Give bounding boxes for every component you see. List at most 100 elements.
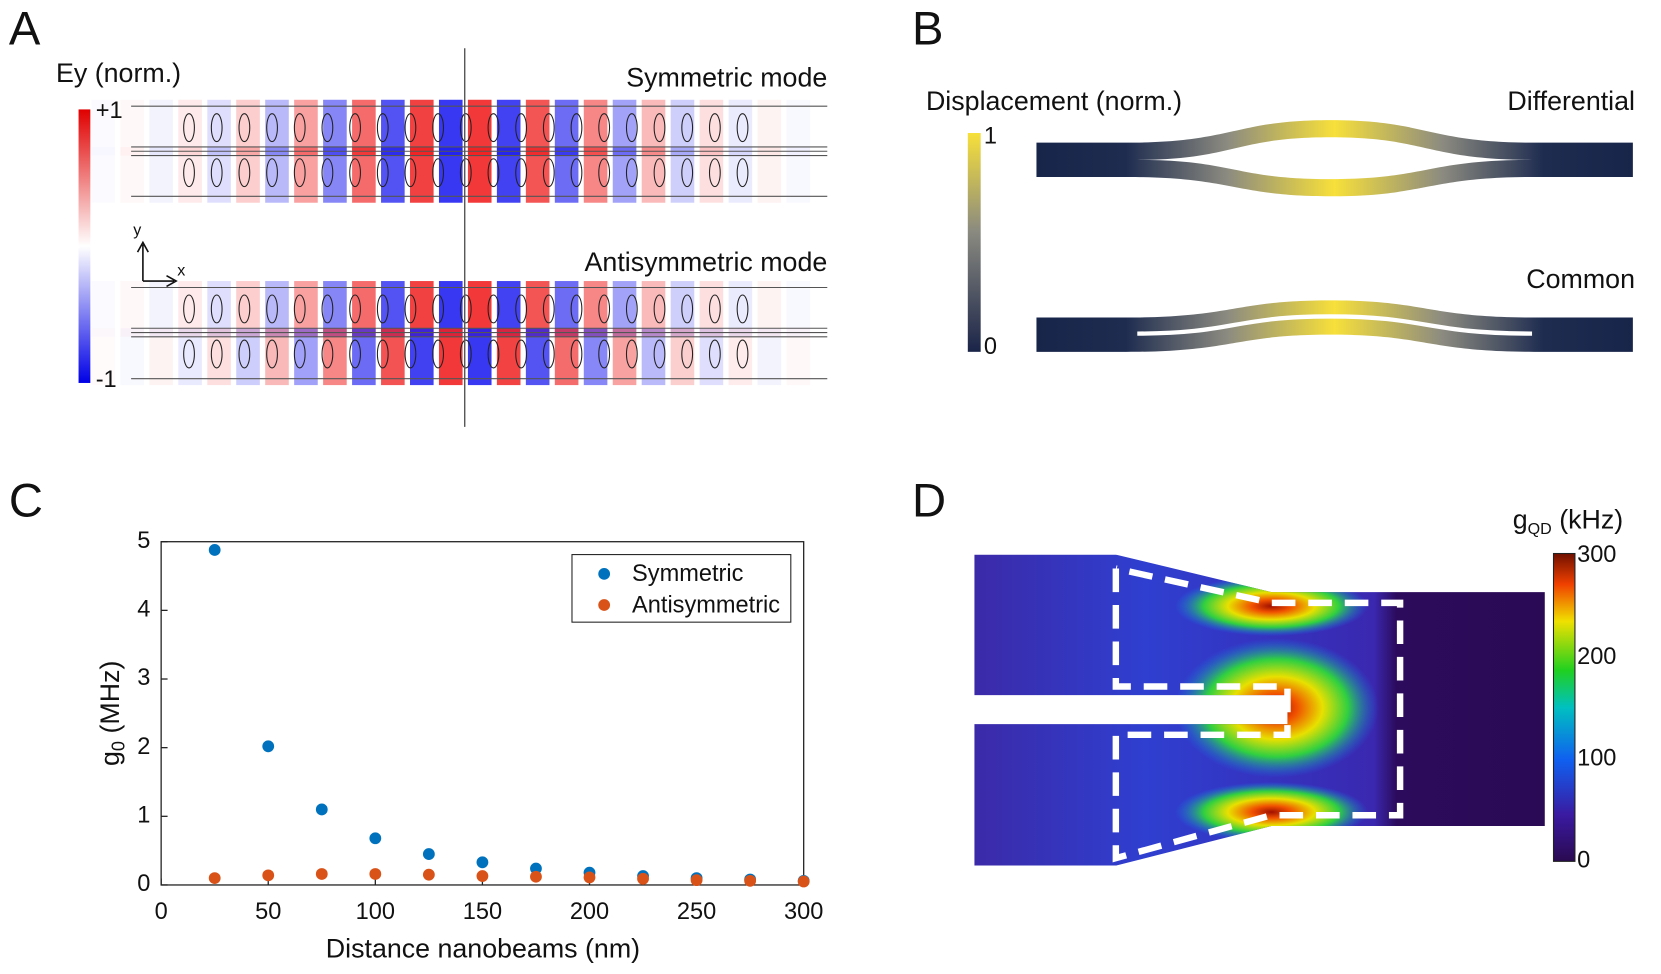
panel-a: A Ey (norm.) Symmetric mode Antisymmetri… xyxy=(9,3,828,427)
field-stripe xyxy=(670,328,695,386)
field-stripe xyxy=(207,99,231,156)
hole xyxy=(183,158,195,188)
legend-marker xyxy=(598,567,611,580)
y-tick-label: 0 xyxy=(137,870,150,896)
hole xyxy=(376,294,389,324)
field-stripe xyxy=(467,281,492,337)
hole xyxy=(736,113,749,143)
panel-b: B Displacement (norm.) Differential Comm… xyxy=(912,3,1635,352)
hole xyxy=(598,158,611,188)
beam-gap xyxy=(1137,314,1533,336)
hole xyxy=(404,294,417,324)
colorbar-tick-label: 0 xyxy=(984,333,997,359)
mode-label: Common xyxy=(1526,264,1635,294)
axis-label: y xyxy=(133,221,141,239)
field-stripe xyxy=(467,146,492,203)
field-stripe xyxy=(294,146,318,203)
data-point xyxy=(262,869,275,882)
field-stripe xyxy=(352,281,376,337)
data-point xyxy=(422,868,435,881)
hole xyxy=(542,294,555,324)
field-stripe xyxy=(554,328,579,386)
x-axis-label: Distance nanobeams (nm) xyxy=(326,933,640,963)
hole xyxy=(708,158,721,188)
hole xyxy=(570,294,583,324)
field-stripe xyxy=(410,146,434,203)
field-stripe xyxy=(612,146,637,203)
hole xyxy=(238,113,251,143)
hole xyxy=(349,339,361,369)
field-stripe xyxy=(323,146,347,203)
field-stripe xyxy=(149,281,173,337)
field-stripe xyxy=(381,146,405,203)
field-stripe xyxy=(207,146,231,203)
field-stripe xyxy=(410,99,434,156)
y-label-sub: 0 xyxy=(107,741,128,751)
field-stripe xyxy=(583,99,608,156)
field-stripe xyxy=(525,281,550,337)
field-stripe xyxy=(178,281,202,337)
legend-box xyxy=(571,554,792,623)
colorbar-tick-label: 100 xyxy=(1577,745,1616,771)
hole xyxy=(293,339,306,369)
hole xyxy=(625,113,638,143)
hole xyxy=(736,339,749,369)
hole xyxy=(625,339,638,369)
hole xyxy=(681,158,694,188)
field-stripe xyxy=(757,281,782,337)
hole xyxy=(653,294,666,324)
hole xyxy=(681,294,694,324)
field-stripe xyxy=(381,281,405,337)
colorbar-label: gQD (kHz) xyxy=(1513,504,1623,538)
legend-label: Symmetric xyxy=(632,560,744,586)
data-point xyxy=(744,874,757,887)
data-point xyxy=(476,870,489,882)
hole xyxy=(736,158,749,188)
hole xyxy=(487,113,500,143)
field-stripe xyxy=(728,328,753,386)
field-stripe xyxy=(207,281,231,337)
y-tick-label: 2 xyxy=(137,733,150,759)
hole xyxy=(487,339,500,369)
field-stripe xyxy=(91,147,115,203)
hole xyxy=(293,294,306,324)
field-stripe xyxy=(381,99,405,156)
hole xyxy=(349,294,361,324)
field-stripe xyxy=(438,99,463,156)
hole xyxy=(515,113,528,143)
field-stripe xyxy=(496,146,521,203)
colorbar-label: Displacement (norm.) xyxy=(926,86,1182,116)
y-label-part: g xyxy=(95,751,125,766)
panel-c: C 0 50 100 150 200 250 300 0 1 2 3 4 5 Symmetric Antis… xyxy=(9,475,824,964)
data-point xyxy=(369,832,382,845)
hole xyxy=(570,158,583,188)
field-stripe xyxy=(149,99,173,156)
hole xyxy=(515,158,528,188)
cb-label-sub: QD xyxy=(1528,520,1552,538)
colorbar-tick-label: 0 xyxy=(1577,847,1590,873)
field-stripe xyxy=(438,146,463,203)
y-tick-label: 3 xyxy=(137,664,150,690)
hole xyxy=(210,294,223,324)
panel-d: D gQD (kHz) xyxy=(912,475,1623,866)
field-stripe xyxy=(525,99,550,156)
field-stripe xyxy=(612,328,637,386)
x-tick-label: 150 xyxy=(463,898,502,924)
legend-marker xyxy=(598,599,611,611)
hole xyxy=(598,294,611,324)
field-stripe xyxy=(381,328,405,386)
x-tick-label: 100 xyxy=(356,898,395,924)
hole xyxy=(653,113,666,143)
panel-letter: A xyxy=(9,3,41,56)
x-tick-label: 50 xyxy=(255,898,281,924)
field-stripe xyxy=(236,328,260,386)
hole xyxy=(515,294,528,324)
field-stripe xyxy=(554,281,579,337)
field-stripe xyxy=(699,99,724,156)
data-point xyxy=(797,875,810,888)
field-stripe xyxy=(525,328,550,386)
field-stripe xyxy=(728,146,753,203)
x-tick-label: 0 xyxy=(155,898,168,924)
hole xyxy=(625,294,638,324)
y-tick-label: 1 xyxy=(137,802,150,828)
